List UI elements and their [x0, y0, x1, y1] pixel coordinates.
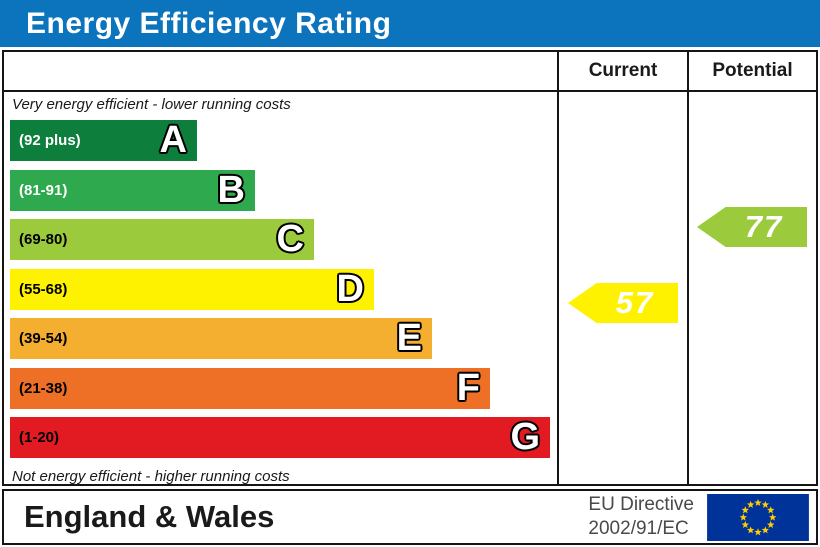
band-range-e: (39-54): [19, 330, 68, 347]
chart-header-cell: [4, 52, 557, 92]
rating-table: Very energy efficient - lower running co…: [2, 50, 818, 486]
band-range-g: (1-20): [19, 429, 60, 446]
chart-body: Very energy efficient - lower running co…: [4, 92, 557, 487]
band-row-d: (55-68) D: [10, 267, 374, 310]
band-row-g: (1-20) G: [10, 417, 550, 458]
band-letter-g: G: [510, 416, 540, 458]
current-column: Current 57: [557, 52, 687, 484]
band-range-a: (92 plus): [19, 132, 81, 149]
band-letter-d: D: [336, 267, 364, 310]
potential-arrow: 77: [697, 207, 807, 247]
band-range-f: (21-38): [19, 379, 68, 397]
potential-value: 77: [744, 209, 784, 244]
potential-column: Potential 77: [687, 52, 816, 484]
eu-directive-label: EU Directive 2002/91/EC: [588, 493, 694, 541]
band-range-c: (69-80): [19, 231, 68, 248]
current-arrow: 57: [568, 283, 678, 323]
current-header: Current: [559, 52, 687, 92]
region-label: England & Wales: [24, 499, 275, 534]
band-row-c: (69-80) C: [10, 219, 314, 260]
band-letter-c: C: [276, 218, 304, 260]
title-bar: Energy Efficiency Rating: [0, 0, 820, 47]
band-range-d: (55-68): [19, 280, 68, 298]
potential-column-body: 77: [689, 92, 816, 484]
page-title: Energy Efficiency Rating: [26, 6, 392, 40]
band-letter-a: A: [159, 119, 187, 161]
potential-header: Potential: [689, 52, 816, 92]
band-row-b: (81-91) B: [10, 168, 255, 211]
bottom-note: Not energy efficient - higher running co…: [12, 467, 290, 485]
band-letter-e: E: [396, 317, 422, 359]
band-letter-f: F: [456, 366, 480, 409]
band-letter-b: B: [217, 168, 245, 211]
band-chart-column: Very energy efficient - lower running co…: [4, 52, 557, 487]
band-row-a: (92 plus) A: [10, 120, 197, 161]
band-range-b: (81-91): [19, 181, 68, 199]
footer-bar: England & Wales EU Directive 2002/91/EC: [2, 489, 818, 545]
eu-directive-line1: EU Directive: [588, 494, 694, 516]
current-column-body: 57: [559, 92, 687, 484]
band-row-f: (21-38) F: [10, 366, 490, 409]
eu-directive-line2: 2002/91/EC: [588, 518, 689, 539]
band-row-e: (39-54) E: [10, 318, 432, 359]
top-note: Very energy efficient - lower running co…: [12, 96, 291, 113]
eu-flag-icon: [707, 493, 809, 541]
current-value: 57: [615, 285, 655, 320]
